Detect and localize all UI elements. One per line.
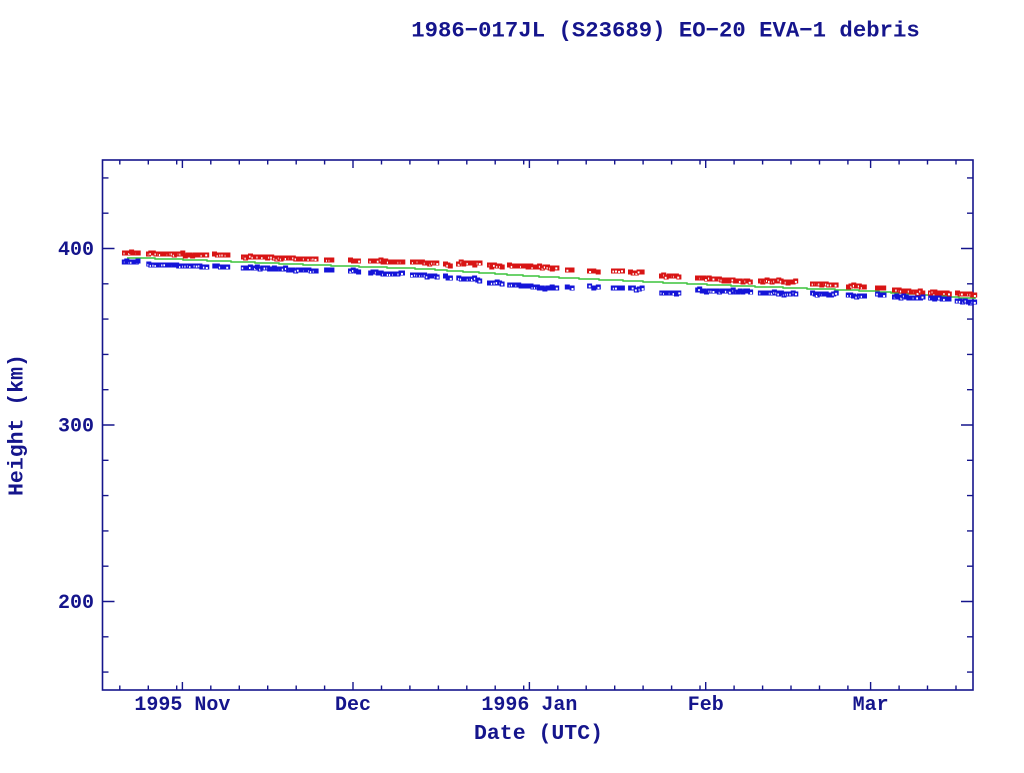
svg-text:Feb: Feb: [688, 694, 724, 717]
svg-text:1996 Jan: 1996 Jan: [481, 694, 577, 717]
svg-text:300: 300: [58, 416, 94, 439]
svg-text:1995 Nov: 1995 Nov: [134, 694, 230, 717]
svg-text:200: 200: [58, 592, 94, 615]
svg-text:Height (km): Height (km): [6, 354, 30, 496]
svg-text:Mar: Mar: [853, 694, 889, 717]
svg-text:1986−017JL (S23689) EO−20 EVA−: 1986−017JL (S23689) EO−20 EVA−1 debris: [411, 17, 919, 43]
svg-text:Date (UTC): Date (UTC): [474, 722, 603, 746]
svg-text:400: 400: [58, 239, 94, 262]
svg-text:Dec: Dec: [335, 694, 371, 717]
